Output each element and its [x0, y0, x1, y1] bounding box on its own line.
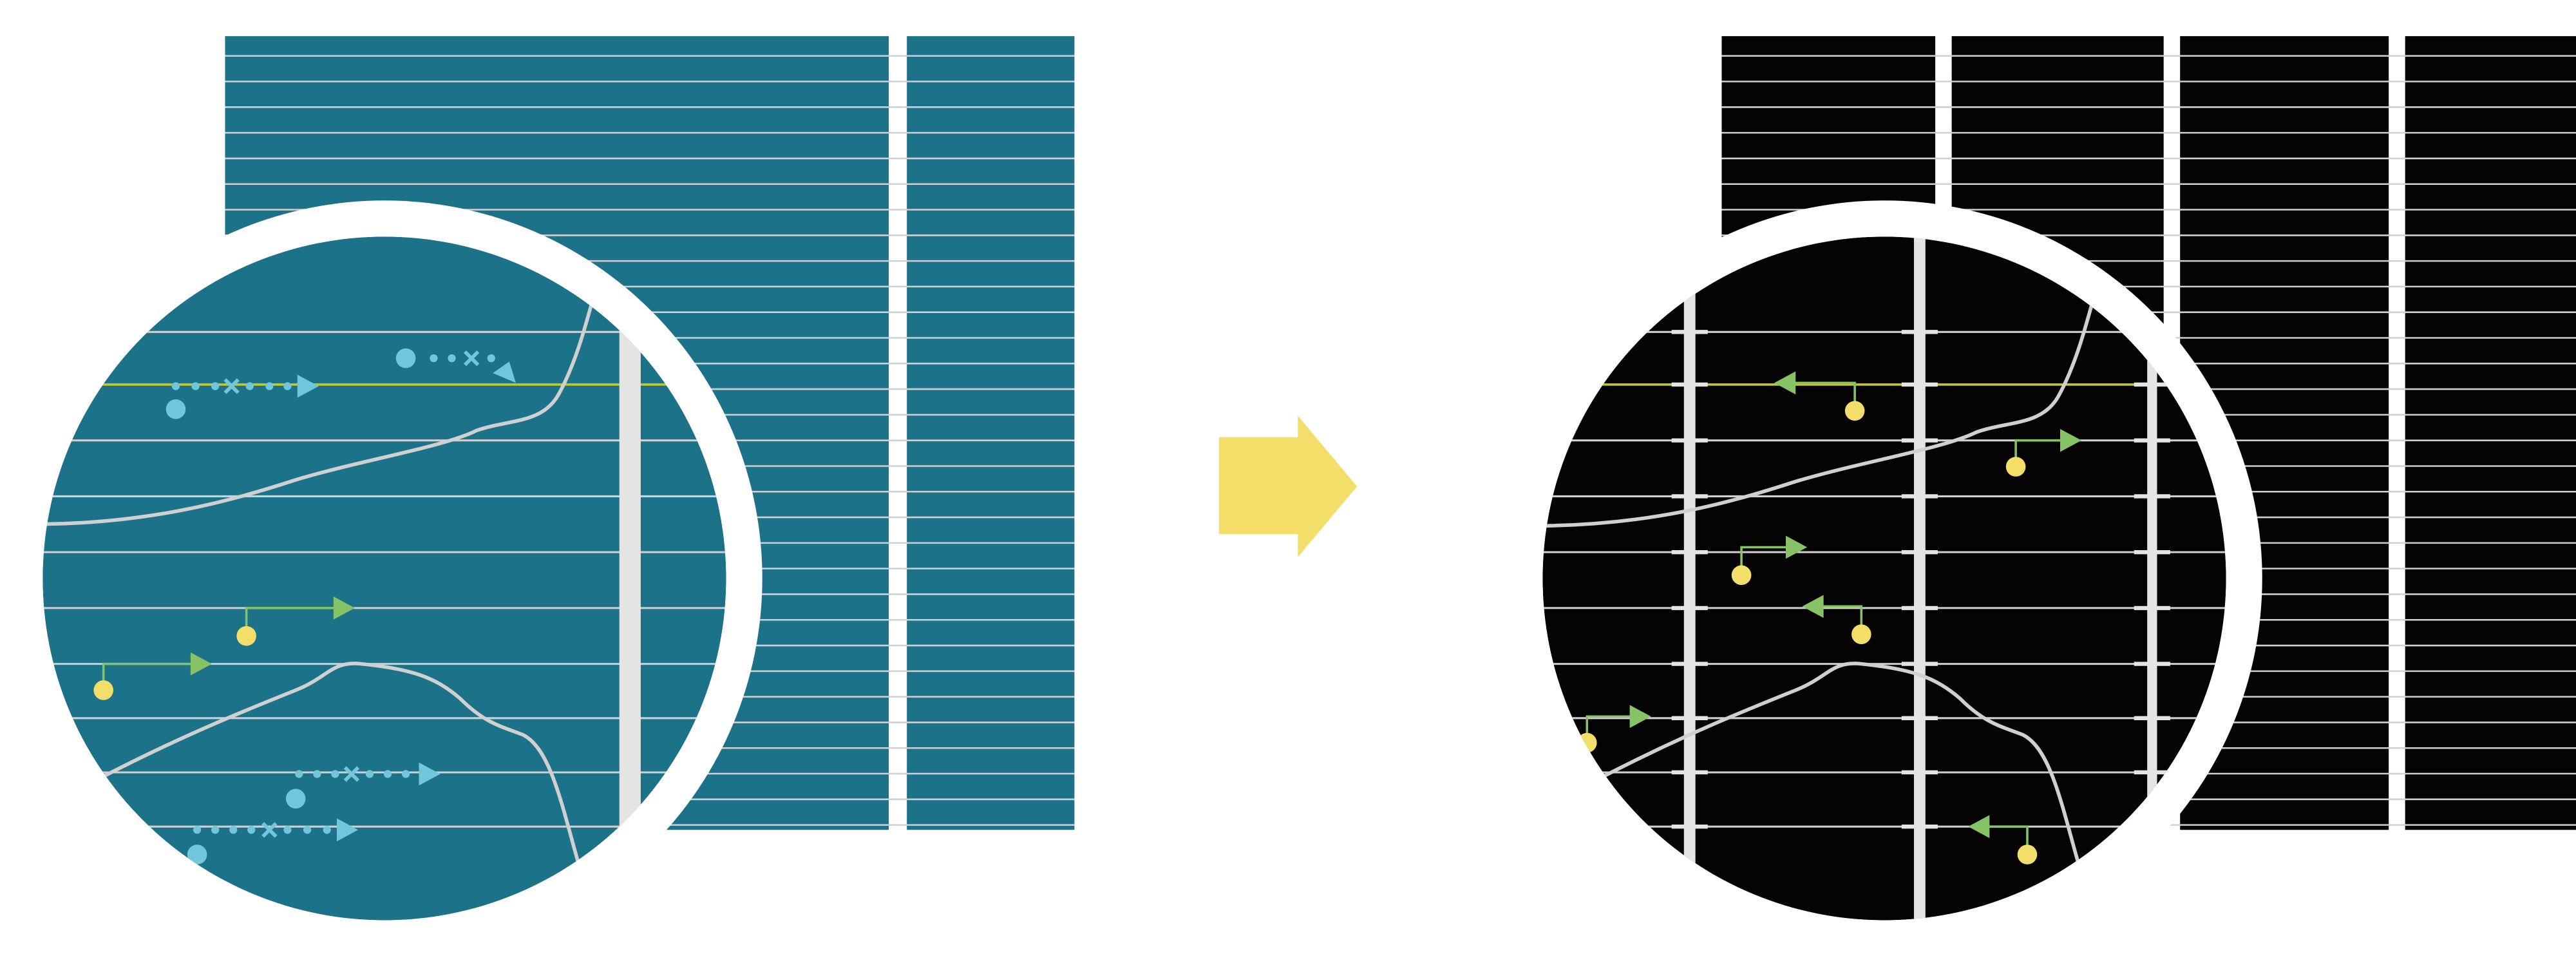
after-vertical-bar-2: [1913, 236, 1926, 921]
after-grid-block-4: [2405, 36, 2576, 830]
cyan-trajectory-marker: [395, 348, 516, 383]
green-arrow-marker: [93, 652, 213, 700]
green-arrow-marker: [2005, 428, 2082, 477]
green-arrow-marker: [1731, 535, 1808, 586]
before-curve-lower: [97, 662, 580, 864]
after-vertical-bar-3: [2147, 236, 2157, 921]
before-panel: [6, 36, 1075, 957]
cyan-trajectory-marker: [285, 762, 440, 809]
before-curve-upper: [43, 292, 597, 526]
after-panel: [1506, 36, 2576, 957]
cyan-trajectory-marker: [166, 374, 319, 419]
green-arrow-marker: [236, 597, 355, 646]
after-vertical-bar-1: [1683, 236, 1696, 921]
after-curve-upper: [1542, 293, 2097, 528]
green-arrow-marker: [1774, 371, 1865, 421]
right-arrow-icon: [1218, 415, 1358, 557]
before-magnified-view: [43, 236, 726, 921]
after-curve-lower: [1597, 662, 2080, 864]
cyan-trajectory-marker: [187, 818, 359, 864]
after-magnified-view: [1542, 236, 2226, 921]
before-grid-block-2: [907, 36, 1075, 830]
green-arrow-marker: [1968, 815, 2038, 864]
green-arrow-marker: [1802, 595, 1871, 645]
